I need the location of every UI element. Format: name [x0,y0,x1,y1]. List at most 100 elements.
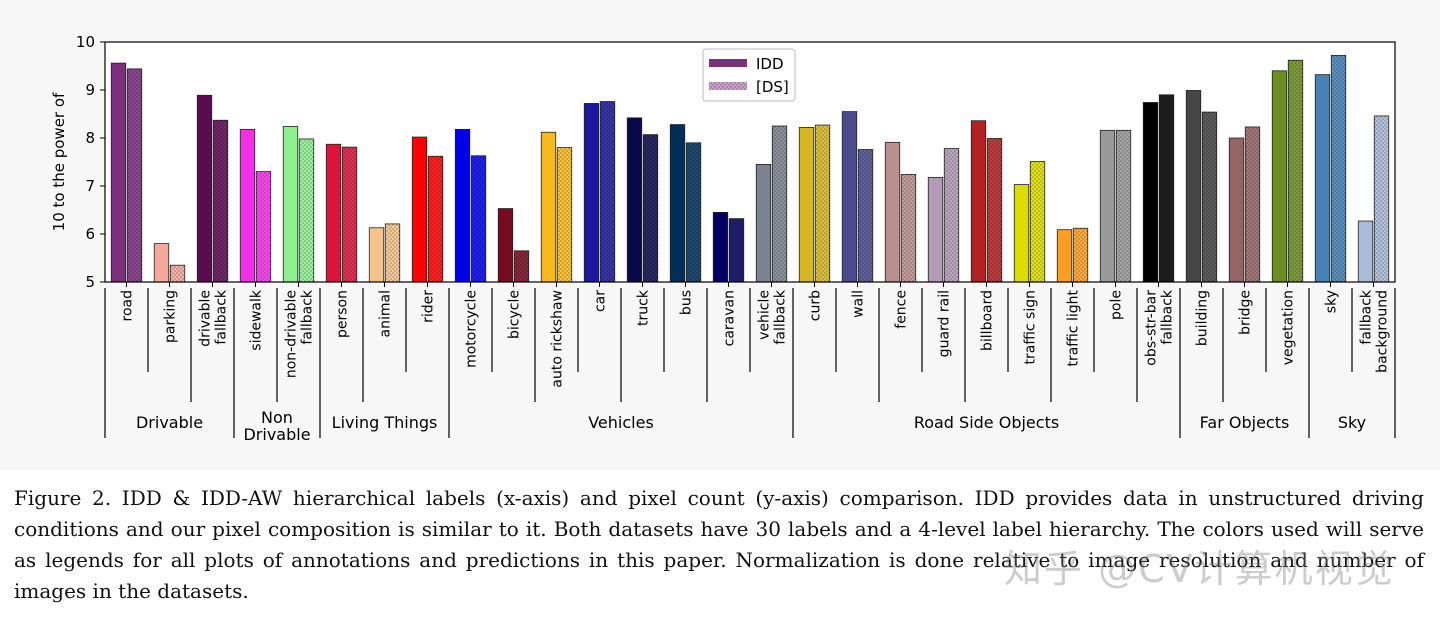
group-label: Vehicles [588,413,654,432]
x-tick-label: obs-str-barfallback [1144,289,1176,366]
y-tick-label: 10 [76,33,95,51]
x-tick-label: non-drivablefallback [284,289,316,378]
x-tick-label: auto rickshaw [550,290,566,388]
bar-ds-hatch [1159,94,1174,282]
bar-idd [411,136,428,283]
x-tick-label: person [335,290,351,338]
x-tick-label: car [593,290,609,312]
bar-ds-hatch [1202,112,1217,282]
x-tick-label: vegetation [1281,290,1297,365]
group-label: Drivable [136,413,203,432]
x-tick-label: billboard [980,290,996,351]
bar-idd [110,62,127,283]
bar-idd [540,131,557,283]
y-tick-label: 6 [85,225,95,243]
x-tick-label: building [1195,290,1211,346]
bar-ds-hatch [901,174,916,282]
y-tick-label: 8 [85,129,95,147]
x-tick-label: road [120,290,136,321]
bar-idd [1357,220,1374,283]
bar-ds-hatch [1288,60,1303,282]
group-label: Sky [1338,413,1366,432]
y-tick-label: 7 [85,177,95,195]
bar-ds-hatch [643,134,658,282]
bar-idd [1314,74,1331,283]
bar-idd [153,243,170,283]
bar-idd [1056,229,1073,283]
bar-ds-hatch [557,147,572,282]
bar-idd [669,124,686,283]
bar-idd [798,127,815,283]
x-tick-label: animal [378,290,394,337]
x-tick-label: guard rail [937,290,953,357]
legend-swatch-ds-hatch [709,82,747,90]
x-tick-label: fence [894,290,910,329]
bar-ds-hatch [600,101,615,283]
x-tick-label: vehiclefallback [757,289,789,344]
bar-ds-hatch [342,147,357,282]
x-tick-label: motorcycle [464,290,480,368]
bar-idd [583,103,600,283]
bar-idd [325,143,342,283]
bar-ds-hatch [256,171,271,282]
bar-ds-hatch [1030,161,1045,282]
bar-idd [239,128,256,283]
bar-idd [755,163,772,283]
group-label: Living Things [332,413,438,432]
chart-panel: road parking drivablefallback sidewalk non-d… [50,33,1396,444]
legend-label-ds: [DS] [756,78,789,96]
x-tick-label: sky [1324,290,1340,313]
bar-ds-hatch [686,142,701,282]
x-tick-label: bus [679,290,695,315]
bar-ds-hatch [729,218,744,282]
bar-idd [1185,90,1202,283]
y-axis-label: 10 to the power of [50,92,68,231]
bar-ds-hatch [987,138,1002,282]
y-tick-label: 9 [85,81,95,99]
x-tick-label: traffic light [1066,290,1082,367]
bar-ds-hatch [1116,130,1131,282]
bar-idd [841,111,858,283]
x-tick-label: parking [163,290,179,343]
bar-idd [712,211,729,283]
bar-ds-hatch [471,155,486,282]
bar-idd [497,208,514,283]
bar-ds-hatch [385,223,400,282]
x-tick-label: fallbackbackground [1359,289,1391,373]
group-label: Far Objects [1200,413,1290,432]
x-tick-label: wall [851,290,867,318]
bar-ds-hatch [514,250,529,282]
legend-swatch-idd [709,59,747,67]
bar-ds-hatch [944,148,959,282]
x-tick-label: pole [1109,290,1125,320]
y-tick-label: 5 [85,273,95,291]
bar-ds-hatch [213,120,228,283]
x-tick-label: sidewalk [249,289,265,351]
bar-idd [927,176,944,283]
bar-idd [454,128,471,283]
x-tick-label: bicycle [507,290,523,339]
x-tick-label: traffic sign [1023,290,1039,364]
figure-caption: Figure 2. IDD & IDD-AW hierarchical labe… [14,486,1424,603]
group-label: Road Side Objects [914,413,1059,432]
bar-idd [884,141,901,283]
bar-idd [368,227,385,283]
bar-idd [282,126,299,283]
bar-ds-hatch [299,138,314,282]
x-tick-label: rider [421,290,437,323]
x-tick-label: bridge [1238,290,1254,335]
bar-chart: road parking drivablefallback sidewalk non-d… [50,33,1396,444]
bar-idd [970,120,987,283]
bar-idd [1099,129,1116,283]
bar-ds-hatch [815,125,830,282]
bar-ds-hatch [127,68,142,282]
bar-idd [626,117,643,283]
bar-ds-hatch [1245,126,1260,283]
bar-ds-hatch [1331,55,1346,282]
bar-ds-hatch [1073,228,1088,282]
legend-label-idd: IDD [756,55,784,73]
bar-ds-hatch [772,126,787,282]
bar-idd [1271,70,1288,283]
bar-ds-hatch [170,265,185,282]
group-label: Non Drivable [243,408,310,444]
